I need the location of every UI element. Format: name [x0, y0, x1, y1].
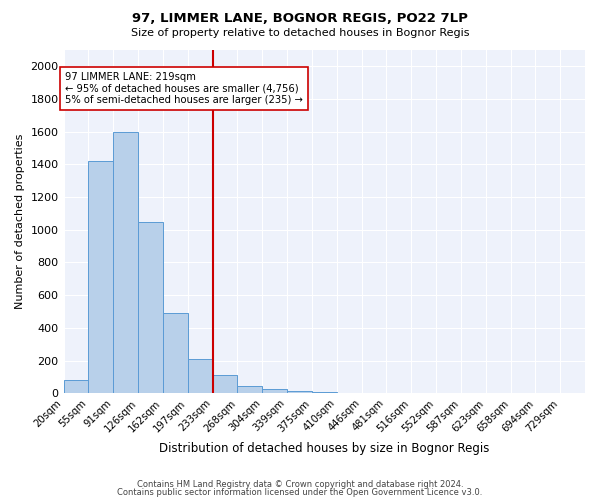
Y-axis label: Number of detached properties: Number of detached properties	[15, 134, 25, 310]
Bar	[138, 222, 163, 393]
X-axis label: Distribution of detached houses by size in Bognor Regis: Distribution of detached houses by size …	[159, 442, 490, 455]
Bar	[64, 380, 88, 393]
Bar	[212, 375, 238, 393]
Bar	[88, 161, 113, 393]
Bar	[188, 359, 212, 393]
Bar	[287, 390, 312, 393]
Text: 97 LIMMER LANE: 219sqm
← 95% of detached houses are smaller (4,756)
5% of semi-d: 97 LIMMER LANE: 219sqm ← 95% of detached…	[65, 72, 303, 106]
Text: 97, LIMMER LANE, BOGNOR REGIS, PO22 7LP: 97, LIMMER LANE, BOGNOR REGIS, PO22 7LP	[132, 12, 468, 26]
Bar	[312, 392, 337, 393]
Text: Size of property relative to detached houses in Bognor Regis: Size of property relative to detached ho…	[131, 28, 469, 38]
Bar	[262, 389, 287, 393]
Text: Contains HM Land Registry data © Crown copyright and database right 2024.: Contains HM Land Registry data © Crown c…	[137, 480, 463, 489]
Bar	[238, 386, 262, 393]
Bar	[113, 132, 138, 393]
Text: Contains public sector information licensed under the Open Government Licence v3: Contains public sector information licen…	[118, 488, 482, 497]
Bar	[163, 313, 188, 393]
